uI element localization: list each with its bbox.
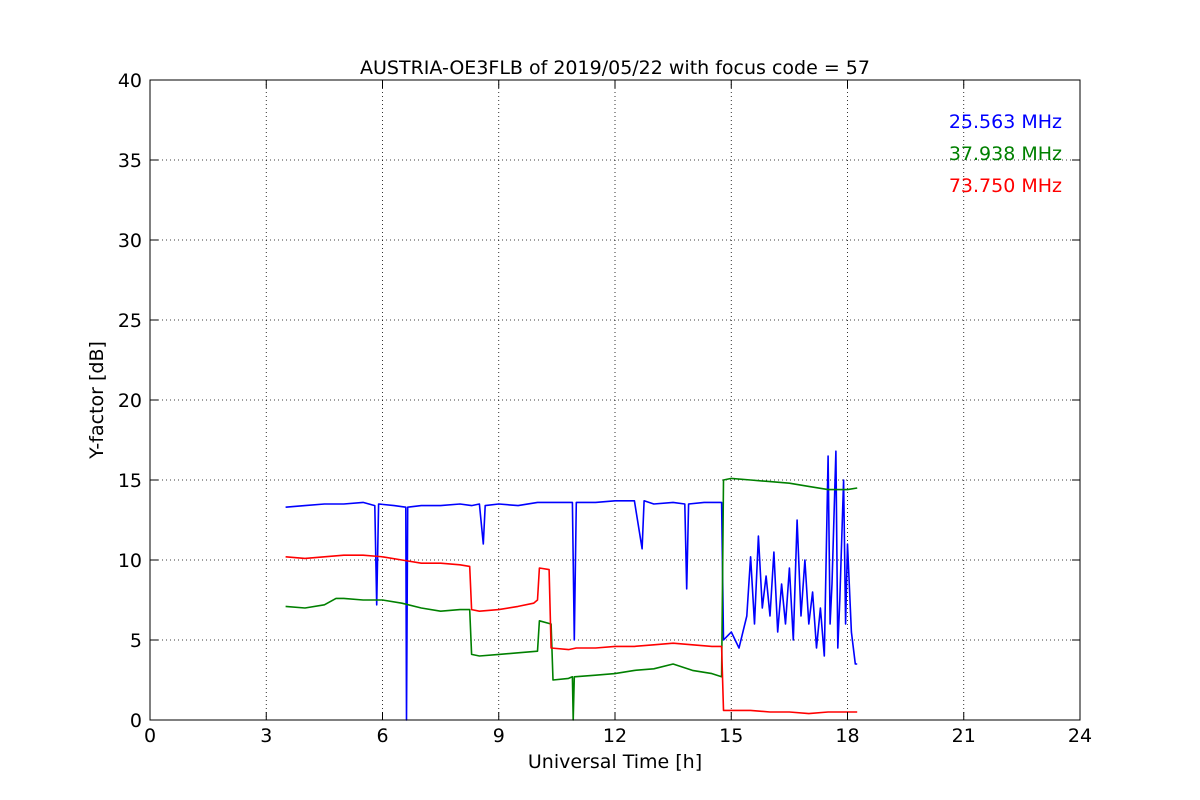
x-tick-label: 12 bbox=[603, 725, 627, 747]
axis-ticks bbox=[149, 79, 1081, 721]
y-tick-label: 25 bbox=[118, 310, 142, 332]
plot-area bbox=[285, 450, 858, 721]
legend-entry-1: 25.563 MHz bbox=[949, 111, 1062, 133]
axis-tick-labels: 0 3 6 9 12 15 18 21 24 0 5 10 15 20 25 30 35 40 bbox=[118, 70, 1092, 747]
y-tick-label: 0 bbox=[130, 710, 142, 732]
y-tick-label: 10 bbox=[118, 550, 142, 572]
legend: 25.563 MHz 37.938 MHz 73.750 MHz bbox=[949, 111, 1062, 197]
x-tick-label: 21 bbox=[952, 725, 976, 747]
legend-entry-2: 37.938 MHz bbox=[949, 143, 1062, 165]
x-tick-label: 15 bbox=[719, 725, 743, 747]
series-group bbox=[285, 450, 858, 721]
x-tick-label: 3 bbox=[260, 725, 272, 747]
y-tick-label: 20 bbox=[118, 390, 142, 412]
x-axis-label: Universal Time [h] bbox=[528, 751, 702, 773]
y-tick-label: 40 bbox=[118, 70, 142, 92]
series-line-1 bbox=[285, 450, 858, 721]
y-tick-label: 5 bbox=[130, 630, 142, 652]
series-line-3 bbox=[285, 554, 858, 715]
x-tick-label: 24 bbox=[1068, 725, 1092, 747]
chart-title: AUSTRIA-OE3FLB of 2019/05/22 with focus … bbox=[360, 57, 870, 79]
y-tick-label: 35 bbox=[118, 150, 142, 172]
legend-entry-3: 73.750 MHz bbox=[949, 175, 1062, 197]
y-tick-label: 30 bbox=[118, 230, 142, 252]
y-tick-label: 15 bbox=[118, 470, 142, 492]
x-tick-label: 18 bbox=[835, 725, 859, 747]
x-tick-label: 9 bbox=[493, 725, 505, 747]
x-tick-label: 6 bbox=[376, 725, 388, 747]
y-axis-label: Y-factor [dB] bbox=[86, 341, 108, 460]
x-tick-label: 0 bbox=[144, 725, 156, 747]
series-line-2 bbox=[285, 477, 858, 721]
